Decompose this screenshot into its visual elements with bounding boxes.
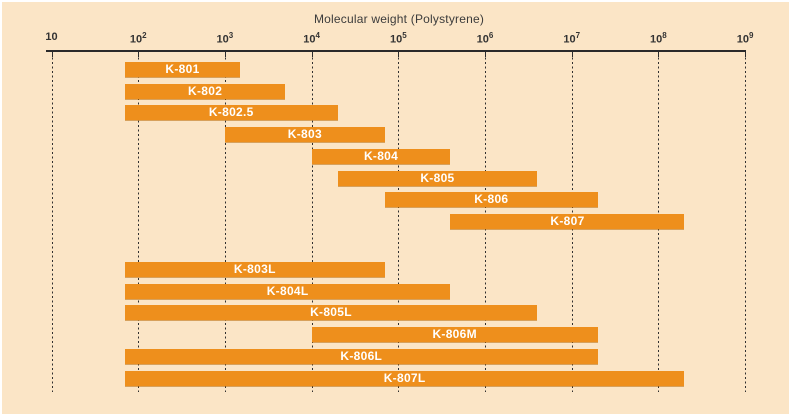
bar-k-805: K-805 <box>337 170 538 186</box>
bar-label: K-804 <box>363 148 399 163</box>
axis-tick-label: 104 <box>303 31 320 46</box>
gridline <box>51 53 53 392</box>
tick-exponent: 3 <box>228 31 234 40</box>
bar-label: K-804L <box>266 283 309 298</box>
bar-label: K-802 <box>188 83 223 98</box>
gridline <box>224 53 226 392</box>
tick-exponent: 2 <box>142 31 147 40</box>
bar-k-801: K-801 <box>124 62 241 77</box>
tick-exponent: 6 <box>488 31 494 40</box>
tick-exponent: 4 <box>315 31 320 40</box>
axis-tick-label: 103 <box>216 31 234 46</box>
axis-tick-label: 108 <box>650 31 667 46</box>
axis-tick-label: 109 <box>736 31 754 46</box>
bar-label: K-805 <box>420 170 455 185</box>
x-axis-line <box>46 50 746 52</box>
bar-k-803: K-803 <box>224 127 385 143</box>
bar-label: K-803 <box>287 127 322 142</box>
tick-exponent: 9 <box>748 31 754 40</box>
gridline <box>745 53 747 392</box>
tick-exponent: 5 <box>402 31 407 40</box>
bar-label: K-806L <box>340 348 383 363</box>
tick-exponent: 7 <box>575 31 581 40</box>
bar-label: K-802.5 <box>208 105 254 120</box>
bar-k-806l: K-806L <box>124 348 598 364</box>
chart-title: Molecular weight (Polystyrene) <box>313 12 485 26</box>
tick-exponent: 8 <box>662 31 667 40</box>
bar-k-804l: K-804L <box>124 283 451 299</box>
bar-label: K-803L <box>233 262 276 276</box>
bar-label: K-805L <box>310 305 352 320</box>
axis-tick-label: 105 <box>389 31 407 46</box>
bar-k-806: K-806 <box>384 192 598 208</box>
bar-k-807l: K-807L <box>124 370 685 386</box>
bar-label: K-806 <box>474 192 509 207</box>
gridline <box>311 53 313 392</box>
axis-tick-label: 10 <box>45 31 58 43</box>
bar-k-802.5: K-802.5 <box>124 105 338 121</box>
axis-tick-label: 102 <box>129 31 147 46</box>
axis-tick-label: 106 <box>476 31 494 46</box>
bar-label: K-801 <box>165 62 200 76</box>
bar-k-805l: K-805L <box>124 305 538 321</box>
axis-tick-label: 107 <box>563 31 581 46</box>
bar-k-802: K-802 <box>124 83 286 99</box>
gridline <box>138 53 140 392</box>
bar-k-807: K-807 <box>450 213 685 229</box>
bar-k-804: K-804 <box>311 148 451 164</box>
bar-label: K-807 <box>550 213 585 228</box>
gridline <box>398 53 400 392</box>
bar-label: K-807L <box>383 370 426 385</box>
bar-k-803l: K-803L <box>124 262 385 277</box>
bar-k-806m: K-806M <box>311 327 598 343</box>
bar-label: K-806M <box>432 327 477 342</box>
